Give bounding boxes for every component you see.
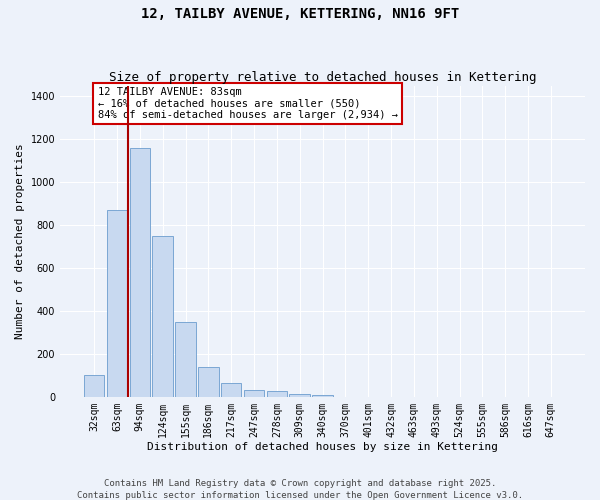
X-axis label: Distribution of detached houses by size in Kettering: Distribution of detached houses by size … xyxy=(147,442,498,452)
Text: 12, TAILBY AVENUE, KETTERING, NN16 9FT: 12, TAILBY AVENUE, KETTERING, NN16 9FT xyxy=(141,8,459,22)
Bar xyxy=(152,236,173,397)
Bar xyxy=(198,367,218,397)
Bar xyxy=(266,392,287,397)
Bar xyxy=(130,148,150,397)
Bar xyxy=(84,376,104,397)
Y-axis label: Number of detached properties: Number of detached properties xyxy=(15,144,25,339)
Bar xyxy=(221,383,241,397)
Text: Contains HM Land Registry data © Crown copyright and database right 2025.
Contai: Contains HM Land Registry data © Crown c… xyxy=(77,478,523,500)
Bar xyxy=(289,394,310,397)
Bar xyxy=(175,322,196,397)
Bar xyxy=(244,390,264,397)
Bar xyxy=(107,210,127,397)
Bar xyxy=(312,394,333,397)
Text: 12 TAILBY AVENUE: 83sqm
← 16% of detached houses are smaller (550)
84% of semi-d: 12 TAILBY AVENUE: 83sqm ← 16% of detache… xyxy=(98,86,398,120)
Title: Size of property relative to detached houses in Kettering: Size of property relative to detached ho… xyxy=(109,72,536,85)
